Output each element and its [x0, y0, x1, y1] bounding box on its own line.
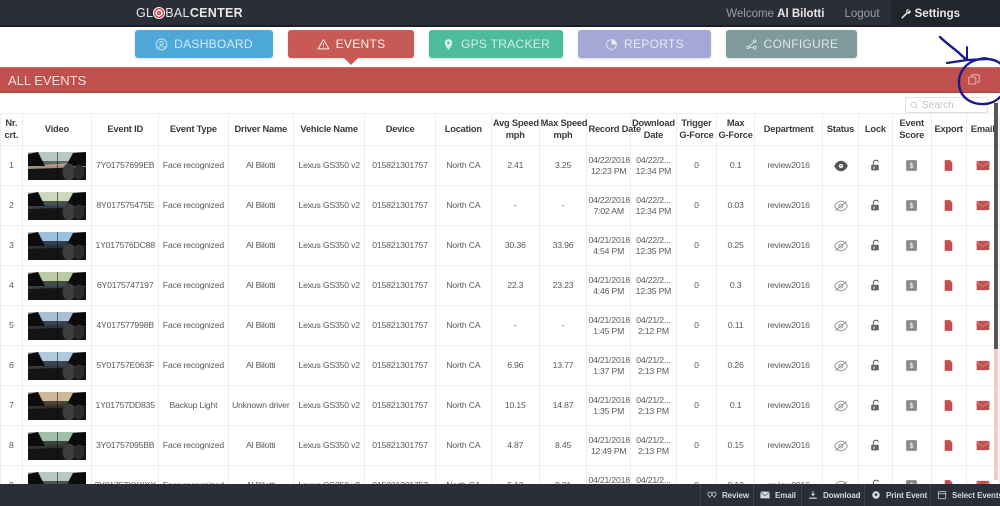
svg-text:$: $: [910, 203, 914, 210]
svg-text:$: $: [910, 363, 914, 370]
svg-text:$: $: [910, 283, 914, 290]
svg-text:$: $: [910, 163, 914, 170]
svg-text:$: $: [910, 243, 914, 250]
svg-text:$: $: [910, 443, 914, 450]
svg-text:$: $: [910, 323, 914, 330]
svg-text:$: $: [910, 403, 914, 410]
